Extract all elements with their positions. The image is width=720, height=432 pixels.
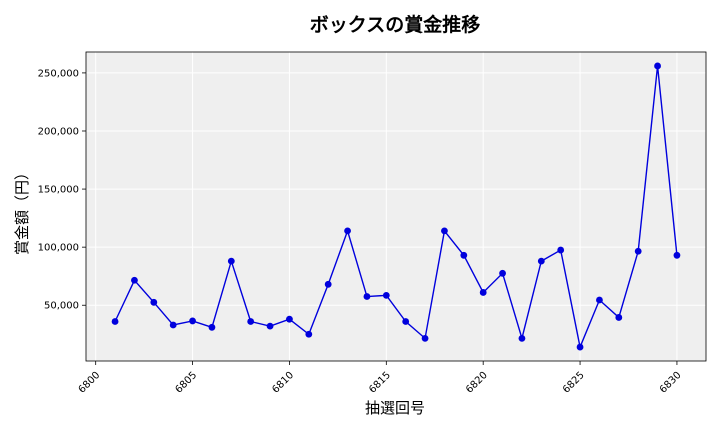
data-point — [247, 318, 255, 325]
data-point — [537, 257, 545, 265]
data-point — [615, 314, 623, 321]
data-point — [189, 317, 196, 325]
y-tick-label: 100,000 — [38, 243, 79, 254]
data-point — [654, 62, 661, 70]
data-point — [169, 321, 177, 329]
x-tick-label: 6810 — [270, 370, 296, 396]
chart-title: ボックスの賞金推移 — [310, 13, 480, 36]
data-point — [557, 246, 565, 254]
x-tick-label: 6825 — [561, 370, 587, 396]
data-point — [634, 247, 642, 255]
data-point — [421, 334, 429, 342]
x-tick-label: 6815 — [367, 370, 393, 396]
data-point — [382, 291, 390, 299]
data-point — [150, 298, 158, 306]
x-tick-label: 6830 — [658, 370, 684, 396]
data-point — [673, 251, 681, 259]
data-point — [305, 330, 313, 338]
grid — [86, 52, 706, 361]
data-point — [460, 251, 468, 259]
x-axis-label: 抽選回号 — [365, 399, 425, 417]
data-point — [441, 227, 448, 235]
data-point — [111, 318, 119, 325]
data-point — [576, 343, 584, 351]
plot-area — [86, 52, 706, 361]
data-point — [131, 276, 138, 284]
data-point — [286, 315, 293, 323]
y-tick-label: 150,000 — [38, 185, 79, 196]
data-point — [479, 289, 487, 296]
y-tick-label: 50,000 — [44, 301, 79, 312]
data-point — [363, 293, 371, 300]
x-tick-label: 6820 — [464, 370, 490, 396]
data-point — [402, 318, 410, 325]
data-point — [324, 280, 332, 288]
data-point — [266, 322, 274, 330]
data-point — [499, 269, 506, 277]
data-point — [596, 296, 603, 304]
x-tick-label: 6800 — [77, 370, 103, 396]
data-point — [227, 257, 235, 265]
data-point — [208, 323, 216, 331]
series-layer — [111, 62, 681, 351]
x-tick-label: 6805 — [173, 370, 199, 396]
series-line — [114, 65, 678, 350]
y-tick-label: 250,000 — [38, 68, 79, 79]
plot-frame — [85, 51, 707, 362]
data-point — [344, 227, 351, 235]
y-axis-label: 賞金額（円） — [13, 165, 31, 255]
y-tick-label: 200,000 — [38, 126, 79, 137]
data-point — [518, 334, 526, 342]
